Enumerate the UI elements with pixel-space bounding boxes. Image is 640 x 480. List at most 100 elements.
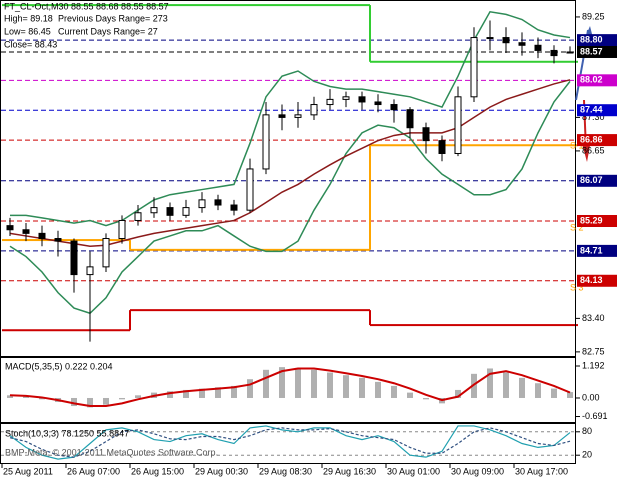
x-tick-label: 29 Aug 00:30 [195, 466, 248, 476]
macd-bar [359, 377, 365, 398]
annotation: S 3 [570, 282, 584, 292]
info-text: Close= 88.43 [4, 39, 57, 49]
level-label: 88.57 [580, 46, 603, 56]
info-text: Previous Days Range= 273 [58, 13, 168, 23]
stoch-panel-frame [0, 423, 576, 464]
macd-bar [263, 369, 269, 398]
candle-body [278, 114, 286, 118]
macd-bar [471, 373, 477, 398]
plot-layers [1, 4, 578, 460]
info-text: Current Days Range= 27 [58, 26, 158, 36]
macd-bar [487, 368, 493, 398]
indicator-line [10, 10, 571, 227]
candle-body [358, 96, 366, 103]
level-label: 87.44 [580, 105, 603, 115]
candle-body [470, 37, 478, 98]
candle-body [566, 51, 574, 54]
candle-body [118, 219, 126, 240]
level-label-box [577, 174, 617, 187]
x-tick-label: 26 Aug 07:00 [67, 466, 120, 476]
candle-body [38, 232, 46, 240]
candle-body [518, 42, 526, 46]
y-tick-label: 20 [582, 450, 592, 460]
macd-bar [407, 392, 413, 398]
main-panel-frame [0, 0, 576, 357]
candle-body [310, 104, 318, 116]
macd-bar [327, 372, 333, 398]
candle-body [182, 207, 190, 216]
candle-body [534, 44, 542, 51]
macd-bar [119, 397, 125, 400]
x-tick-label: 26 Aug 15:00 [131, 466, 184, 476]
macd-signal [9, 367, 571, 408]
macd-bar [391, 385, 397, 398]
level-label: 86.86 [580, 134, 603, 144]
annotation: S 1 [570, 140, 584, 150]
candle-body [54, 238, 62, 242]
info-text: Low= 86.45 [4, 26, 51, 36]
candle-body [86, 266, 94, 276]
macd-bar [167, 391, 173, 398]
candle-body [70, 240, 78, 276]
macd-bar [455, 389, 461, 398]
candle-body [390, 104, 398, 111]
macd-bar [295, 367, 301, 398]
candle-body [246, 168, 254, 211]
annotation: S 2 [570, 222, 584, 232]
x-tick-label: 29 Aug 08:30 [259, 466, 312, 476]
level-label-box [577, 45, 617, 58]
y-tick-label: 87.30 [582, 112, 605, 122]
macd-title: MACD(5,35,5) 0.222 0.204 [5, 361, 113, 371]
y-tick-label: 82.75 [582, 346, 605, 356]
x-tick-label: 30 Aug 17:00 [515, 466, 568, 476]
candle-body [438, 140, 446, 154]
candle-body [502, 37, 510, 44]
macd-bar [375, 381, 381, 398]
candle-body [486, 37, 494, 40]
candle-body [214, 199, 222, 206]
macd-bar [567, 392, 573, 398]
level-label-box [577, 104, 617, 117]
candle-body [406, 109, 414, 129]
level-label: 88.80 [580, 35, 603, 45]
candle-body [262, 114, 270, 170]
candle-body [150, 207, 158, 214]
candle-body [550, 49, 558, 57]
macd-bar [551, 388, 557, 398]
macd-bar [423, 397, 429, 400]
macd-bar [503, 372, 509, 398]
level-label-box [577, 74, 617, 87]
macd-bar [183, 389, 189, 398]
indicator-line [9, 80, 571, 315]
y-tick-label: 0.00 [582, 392, 600, 402]
candle-body [454, 96, 462, 154]
macd-bar [23, 396, 29, 398]
macd-bar [535, 383, 541, 398]
stoch-line [9, 427, 571, 458]
macd-bar [247, 379, 253, 398]
info-text: High= 89.18 [4, 13, 53, 23]
candle-body [342, 96, 350, 100]
macd-bar [103, 397, 109, 405]
macd-bar [311, 369, 317, 398]
macd-bar [199, 388, 205, 398]
y-tick-label: 1.192 [582, 360, 605, 370]
stoch-line [9, 425, 571, 460]
candle-body [294, 114, 302, 118]
candle-body [326, 98, 334, 106]
x-tick-label: 25 Aug 2011 [3, 466, 53, 476]
x-tick-label: 30 Aug 01:00 [387, 466, 440, 476]
macd-bar [87, 397, 93, 408]
macd-bar [279, 367, 285, 398]
y-tick-label: 83.40 [582, 313, 605, 323]
candle-body [198, 199, 206, 209]
watermark: BMP-Meta, © 2001-2011 MetaQuotes Softwar… [5, 447, 218, 457]
macd-bar [215, 387, 221, 398]
candle-body [422, 127, 430, 142]
y-tick-label: 89.25 [582, 11, 605, 21]
macd-bar [519, 377, 525, 398]
macd-bar [343, 375, 349, 398]
macd-bar [7, 395, 13, 398]
